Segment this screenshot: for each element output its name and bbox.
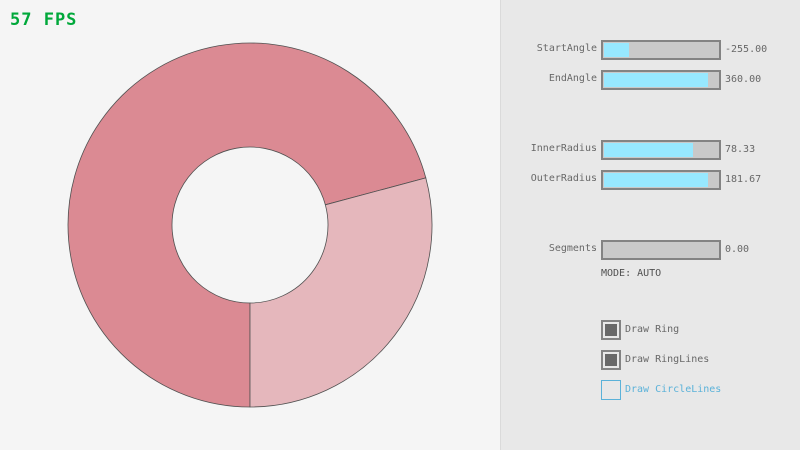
checkbox-label: Draw Ring <box>625 324 680 335</box>
slider-track[interactable] <box>601 170 721 190</box>
slider-value: 181.67 <box>725 174 762 185</box>
slider-label: InnerRadius <box>530 143 597 154</box>
fps-counter: 57 FPS <box>10 10 78 30</box>
slider-track[interactable] <box>601 240 721 260</box>
slider-value: 0.00 <box>725 244 750 255</box>
checkbox-box[interactable] <box>601 380 621 400</box>
slider-track[interactable] <box>601 140 721 160</box>
slider-fill <box>604 73 708 87</box>
slider-label: OuterRadius <box>530 173 597 184</box>
ring-canvas <box>67 42 433 408</box>
slider-label: Segments <box>548 243 597 254</box>
slider-value: -255.00 <box>725 44 768 55</box>
slider-fill <box>604 43 630 57</box>
slider-value: 360.00 <box>725 74 762 85</box>
mode-label: MODE: AUTO <box>601 268 662 279</box>
check-mark-icon <box>605 324 617 336</box>
slider-label: EndAngle <box>548 73 597 84</box>
checkbox-draw-ringlines[interactable]: Draw RingLines <box>601 350 709 370</box>
slider-segments[interactable]: Segments 0.00 <box>501 240 800 260</box>
ring-segment-light <box>249 177 433 408</box>
checkbox-draw-ring[interactable]: Draw Ring <box>601 320 679 340</box>
slider-end-angle[interactable]: EndAngle 360.00 <box>501 70 800 90</box>
slider-start-angle[interactable]: StartAngle -255.00 <box>501 40 800 60</box>
slider-outer-radius[interactable]: OuterRadius 181.67 <box>501 170 800 190</box>
checkbox-label: Draw CircleLines <box>625 384 722 395</box>
slider-fill <box>604 143 693 157</box>
control-panel: StartAngle -255.00 EndAngle 360.00 Inner… <box>500 0 800 450</box>
checkbox-box[interactable] <box>601 350 621 370</box>
slider-label: StartAngle <box>536 43 597 54</box>
checkbox-draw-circlelines[interactable]: Draw CircleLines <box>601 380 721 400</box>
ring-segment-main <box>67 42 427 408</box>
slider-inner-radius[interactable]: InnerRadius 78.33 <box>501 140 800 160</box>
check-mark-icon <box>605 354 617 366</box>
checkbox-box[interactable] <box>601 320 621 340</box>
checkbox-label: Draw RingLines <box>625 354 710 365</box>
slider-track[interactable] <box>601 40 721 60</box>
slider-value: 78.33 <box>725 144 756 155</box>
slider-track[interactable] <box>601 70 721 90</box>
slider-fill <box>604 173 708 187</box>
